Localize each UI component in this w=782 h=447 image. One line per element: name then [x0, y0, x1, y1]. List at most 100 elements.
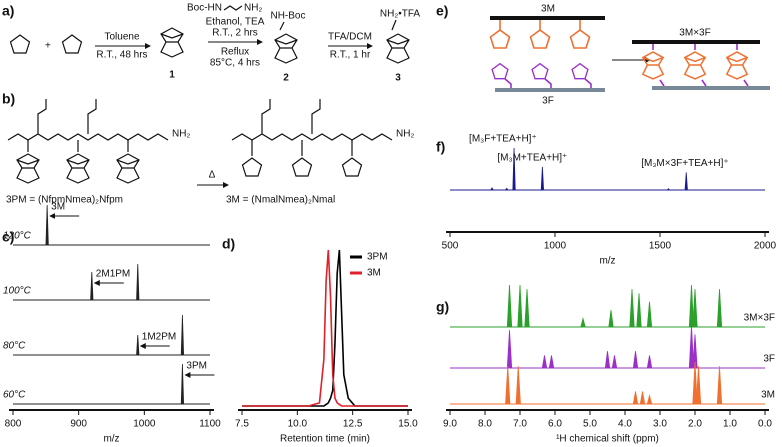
x-tick-label: 900	[70, 419, 87, 430]
annotation: 3M	[51, 202, 65, 213]
scheme: a) + Toluene R.T., 48 hrs 1 Boc-HN NH₂ E…	[2, 3, 420, 84]
peak	[692, 334, 698, 369]
peak	[692, 289, 698, 328]
trace	[242, 249, 408, 407]
trace-label: 120°C	[3, 231, 32, 242]
peak	[716, 289, 723, 328]
condition: Ethanol, TEA	[206, 17, 265, 28]
strand-label: 3F	[542, 96, 554, 107]
end-group: NH₂	[396, 129, 414, 140]
condition: Toluene	[104, 32, 139, 43]
bond	[391, 19, 397, 31]
peak	[512, 147, 516, 191]
peak	[629, 289, 635, 328]
peak	[540, 166, 544, 191]
panel-label: d)	[222, 236, 235, 252]
x-axis-label: Retention time (min)	[280, 434, 370, 445]
backbone	[7, 133, 169, 141]
peak	[688, 325, 695, 369]
side-chains	[27, 99, 129, 152]
x-tick-label: 15.0	[398, 419, 418, 430]
furan	[491, 63, 509, 80]
peak	[632, 351, 639, 369]
strand-3f	[495, 88, 605, 92]
x-tick-label: 2000	[754, 241, 777, 252]
peak	[695, 366, 702, 405]
trace-label: 100°C	[3, 286, 32, 297]
complex-label: 3M×3F	[679, 28, 710, 39]
maleimide	[569, 29, 591, 49]
substituent: NH₂•TFA	[380, 9, 420, 20]
peak-label: [M₃M+TEA+H]⁺	[497, 153, 567, 164]
backbone	[231, 133, 393, 141]
panel-label: g)	[436, 299, 449, 315]
peak	[515, 366, 521, 405]
peak	[611, 355, 618, 369]
compound-number: 2	[283, 73, 289, 84]
peak	[517, 284, 523, 328]
condition: Reflux	[221, 47, 249, 58]
legend-label: 3M	[367, 268, 381, 279]
reagent: NH₂	[244, 3, 262, 14]
furan	[531, 63, 549, 80]
ring	[16, 153, 40, 184]
peak	[541, 355, 548, 369]
compound	[386, 33, 410, 64]
peak	[548, 355, 555, 369]
peak	[632, 391, 639, 405]
ring	[66, 153, 90, 184]
strand-3f	[652, 86, 770, 90]
panel-label: b)	[2, 91, 15, 107]
side-chains	[251, 99, 353, 156]
caption: 3M = (NmalNmea)₂Nmal	[226, 195, 335, 206]
condition: R.T., 2 hrs	[212, 28, 258, 39]
panel-label: f)	[436, 139, 445, 155]
peak	[506, 330, 513, 369]
adducts	[642, 44, 749, 87]
x-axis-label: m/z	[599, 256, 615, 267]
x-tick-label: 3.0	[653, 419, 667, 430]
adduct	[726, 51, 748, 80]
ring	[241, 157, 263, 177]
peak	[684, 172, 688, 191]
adduct	[684, 51, 706, 80]
x-tick-label: 800	[5, 419, 22, 430]
strand-3m	[632, 40, 760, 44]
peak	[136, 263, 140, 301]
peak	[580, 317, 586, 328]
x-axis-label: ¹H chemical shift (ppm)	[556, 434, 659, 445]
maleimide	[489, 29, 511, 49]
peak	[524, 289, 530, 328]
reagent: Boc-HN	[187, 3, 222, 14]
linkers	[504, 78, 592, 88]
peak	[688, 284, 695, 328]
ring	[291, 157, 313, 177]
compound-number: 3	[395, 73, 401, 84]
trace-label: 3F	[763, 354, 775, 365]
ring	[341, 157, 363, 177]
legend-label: 3PM	[367, 252, 388, 263]
peak	[608, 310, 614, 328]
x-tick-label: 1100	[199, 419, 221, 430]
peak	[505, 187, 509, 191]
peak	[692, 361, 698, 405]
peak	[646, 394, 653, 405]
panel-label: c)	[2, 229, 14, 245]
peak-label: [M₃F+TEA+H]⁺	[469, 134, 537, 145]
peak	[180, 314, 185, 356]
peak	[646, 301, 653, 328]
furan	[571, 63, 589, 80]
x-tick-label: 0.0	[758, 419, 772, 430]
annotation: 3PM	[186, 361, 207, 372]
peak	[506, 284, 513, 328]
plus: +	[45, 41, 51, 52]
peak	[90, 271, 94, 301]
x-tick-label: 4.0	[618, 419, 632, 430]
adduct	[642, 51, 664, 80]
bond	[223, 5, 243, 11]
peptoids: b) NH₂ Δ NH₂ 3PM = (NfpmNmea)₂Nfpm 3M = …	[2, 91, 414, 206]
x-tick-label: 500	[442, 241, 459, 252]
x-tick-label: 1000	[544, 241, 567, 252]
panel-label: e)	[436, 3, 448, 19]
